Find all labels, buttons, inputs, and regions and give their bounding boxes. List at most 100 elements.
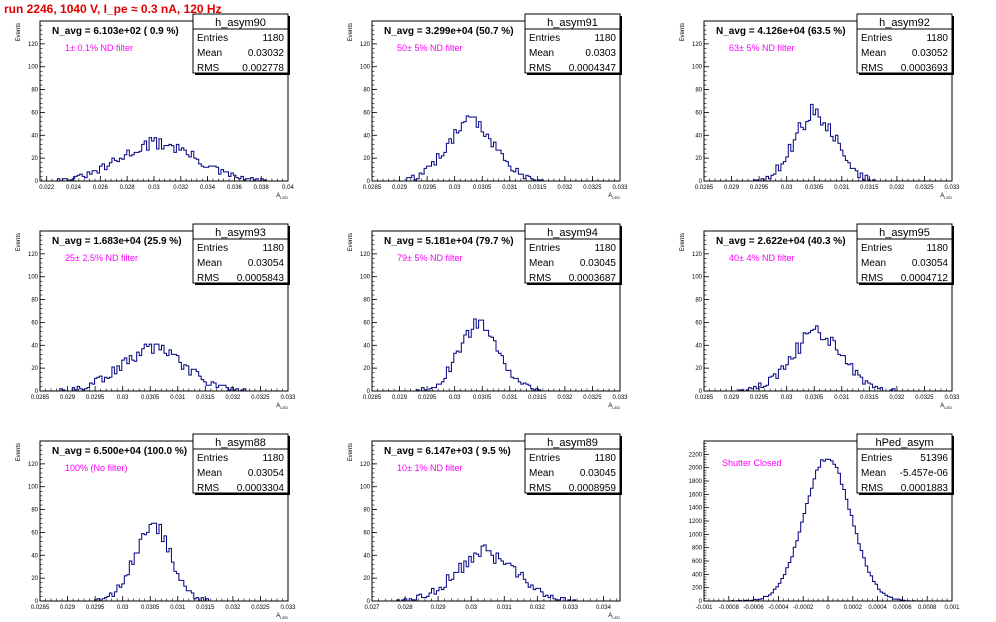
filter-label: Shutter Closed: [722, 458, 782, 468]
plot-frame: [39, 20, 289, 182]
stat-value-entries: 1180: [926, 243, 948, 254]
x-tick-label: 0.0325: [915, 395, 934, 401]
y-tick-label: 120: [28, 462, 39, 468]
y-tick-label: 0: [35, 389, 39, 395]
x-tick-label: 0.0315: [860, 395, 879, 401]
x-tick-label: 0.027: [364, 605, 380, 611]
histogram-name: h_asym88: [215, 437, 266, 449]
stat-label-mean: Mean: [197, 48, 222, 59]
stat-value-mean: 0.03045: [580, 258, 617, 269]
stat-label-entries: Entries: [529, 243, 560, 254]
x-tick-label: 0.0325: [583, 395, 602, 401]
x-tick-label: 0.031: [502, 395, 518, 401]
x-tick-label: 0.028: [120, 185, 136, 191]
stat-label-mean: Mean: [197, 468, 222, 479]
x-tick-label: 0.0315: [528, 185, 547, 191]
x-tick-label: 0.032: [225, 395, 241, 401]
histogram-name: h_asym90: [215, 17, 266, 29]
navg-label: N_avg = 2.622e+04 (40.3 %): [716, 236, 846, 247]
x-axis-label-main: A: [276, 613, 280, 619]
x-axis-label-main: A: [608, 193, 612, 199]
x-tick-label: 0.0295: [750, 395, 769, 401]
y-tick-label: 80: [363, 298, 370, 304]
x-tick-label: 0.033: [944, 395, 960, 401]
navg-label: N_avg = 6.500e+04 (100.0 %): [52, 446, 187, 457]
x-tick-label: 0.0315: [196, 395, 215, 401]
y-axis-label: Events: [348, 443, 354, 461]
y-tick-label: 1800: [689, 479, 703, 485]
x-tick-label: 0.031: [170, 605, 186, 611]
x-axis-label-sub: LED: [612, 195, 620, 200]
y-axis-label: Events: [348, 233, 354, 251]
stat-value-mean: 0.03054: [248, 468, 285, 479]
stat-label-rms: RMS: [529, 483, 552, 494]
y-tick-label: 20: [363, 156, 370, 162]
x-tick-label: 0.001: [944, 605, 960, 611]
x-tick-label: 0.03: [781, 185, 793, 191]
x-tick-label: 0.029: [60, 395, 76, 401]
y-tick-label: 60: [31, 530, 38, 536]
panel-h_asym93: 0.0285 0.029 0.0295 0.03 0.0305 0.031 0.0315 0.…: [16, 223, 296, 410]
y-tick-label: 1000: [689, 532, 703, 538]
stat-value-entries: 1180: [594, 243, 616, 254]
stats-box-frame: [524, 13, 621, 74]
histogram-line: [40, 137, 288, 182]
stat-label-entries: Entries: [861, 33, 892, 44]
y-tick-label: 0: [699, 179, 703, 185]
y-tick-label: 100: [28, 275, 39, 281]
y-tick-label: 1200: [689, 519, 703, 525]
x-tick-label: 0.036: [227, 185, 243, 191]
x-tick-label: 0.034: [596, 605, 612, 611]
x-tick-label: 0.031: [497, 605, 513, 611]
y-tick-label: 120: [360, 252, 371, 258]
x-axis-label-main: A: [276, 403, 280, 409]
x-tick-label: 0.03: [781, 395, 793, 401]
y-axis-label: Events: [16, 233, 22, 251]
x-tick-label: 0.0285: [31, 395, 50, 401]
x-tick-label: 0.0325: [251, 605, 270, 611]
stats-box-frame: [192, 13, 289, 74]
stat-label-rms: RMS: [861, 273, 884, 284]
stat-value-mean: 0.03032: [248, 48, 285, 59]
stat-label-mean: Mean: [861, 468, 886, 479]
y-tick-label: 1600: [689, 492, 703, 498]
x-tick-label: 0.029: [392, 395, 408, 401]
stat-value-entries: 1180: [262, 453, 284, 464]
histogram-line: [372, 544, 620, 602]
y-tick-label: 0: [367, 179, 371, 185]
stat-value-entries: 1180: [926, 33, 948, 44]
y-axis-label: Events: [680, 23, 686, 41]
x-axis-label: ALED: [276, 403, 288, 410]
plot-frame: [39, 230, 289, 392]
plot-frame: [371, 20, 621, 182]
stat-value-mean: 0.03052: [912, 48, 949, 59]
x-axis-label: ALED: [940, 193, 952, 200]
y-axis-label: Events: [680, 233, 686, 251]
stat-value-rms: 0.0001883: [901, 483, 949, 494]
y-tick-label: 60: [363, 530, 370, 536]
y-tick-label: 20: [363, 576, 370, 582]
filter-label: 1± 0.1% ND filter: [65, 43, 133, 53]
x-axis-label: ALED: [608, 403, 620, 410]
stat-label-rms: RMS: [197, 273, 220, 284]
y-tick-label: 0: [699, 389, 703, 395]
navg-label: N_avg = 3.299e+04 (50.7 %): [384, 26, 514, 37]
y-tick-label: 800: [692, 546, 703, 552]
x-tick-label: 0.032: [557, 185, 573, 191]
y-tick-label: 40: [31, 553, 38, 559]
y-tick-label: 40: [695, 343, 702, 349]
x-tick-label: 0.029: [60, 605, 76, 611]
stat-label-rms: RMS: [529, 63, 552, 74]
stat-label-entries: Entries: [861, 453, 892, 464]
stat-value-rms: 0.002778: [242, 63, 284, 74]
panel-hPed_asym: -0.001 -0.0008 -0.0006 -0.0004 -0.0002 0 0.000…: [689, 433, 960, 611]
y-tick-label: 120: [692, 252, 703, 258]
histogram-name: h_asym93: [215, 227, 266, 239]
y-tick-label: 0: [367, 389, 371, 395]
y-tick-label: 40: [363, 343, 370, 349]
x-tick-label: 0.0305: [141, 605, 160, 611]
stats-box-frame: [856, 223, 953, 284]
x-tick-label: 0.0006: [893, 605, 912, 611]
x-tick-label: -0.0004: [768, 605, 789, 611]
x-tick-label: 0.029: [724, 185, 740, 191]
